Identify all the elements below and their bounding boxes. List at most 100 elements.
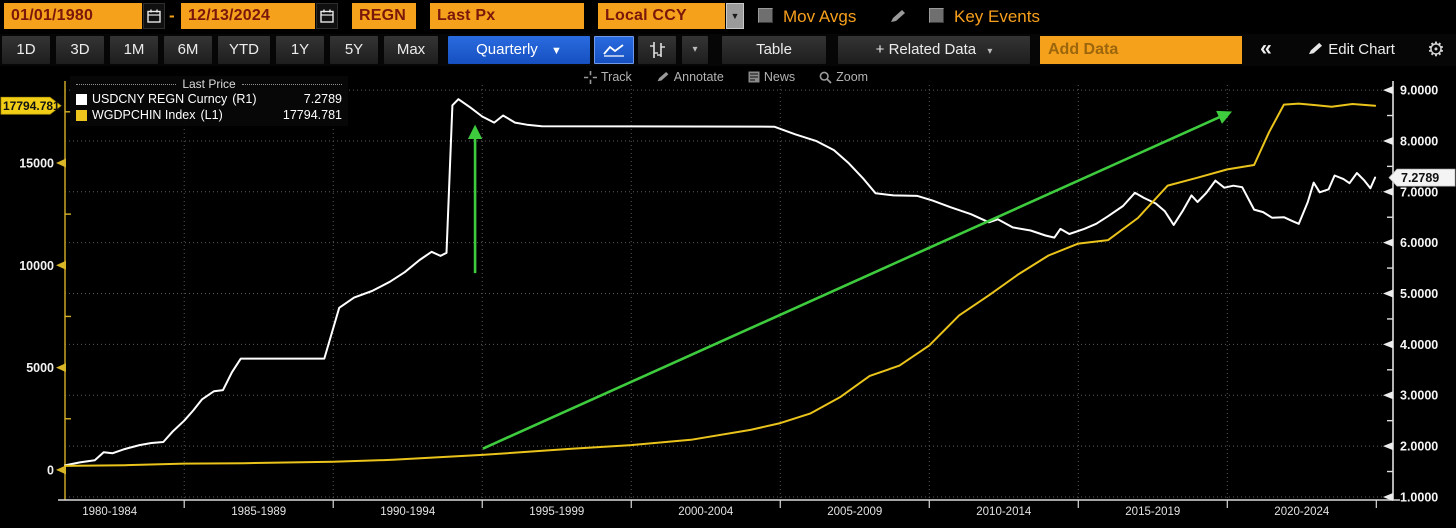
edit-chart-label: Edit Chart bbox=[1328, 41, 1395, 58]
ticker-field[interactable]: REGN bbox=[352, 3, 416, 29]
start-date-field[interactable]: 01/01/1980 bbox=[4, 3, 142, 29]
svg-text:10000: 10000 bbox=[19, 259, 54, 273]
chart-settings-gear-button[interactable]: ⚙ bbox=[1420, 36, 1452, 64]
table-button[interactable]: Table bbox=[722, 36, 826, 64]
bar-chart-type-button[interactable] bbox=[638, 36, 676, 64]
range-button-ytd[interactable]: YTD bbox=[218, 36, 270, 64]
caret-down-icon: ▼ bbox=[550, 45, 562, 57]
svg-text:2005-2009: 2005-2009 bbox=[827, 506, 882, 518]
gear-icon: ⚙ bbox=[1427, 39, 1445, 61]
range-button-3d[interactable]: 3D bbox=[56, 36, 104, 64]
svg-text:2010-2014: 2010-2014 bbox=[976, 506, 1032, 518]
track-button[interactable]: Track bbox=[584, 70, 632, 84]
svg-text:9.0000: 9.0000 bbox=[1400, 84, 1438, 98]
range-button-1y[interactable]: 1Y bbox=[276, 36, 324, 64]
series-axis: (L1) bbox=[200, 108, 223, 122]
yellow-series-swatch bbox=[76, 109, 87, 121]
currency-selector[interactable]: Local CCY bbox=[598, 3, 725, 29]
series-name: USDCNY REGN Curncy bbox=[92, 92, 228, 106]
price-field-selector[interactable]: Last Px bbox=[430, 3, 584, 29]
annotation-arrow[interactable] bbox=[482, 110, 1233, 450]
period-dropdown[interactable]: Quarterly ▼ bbox=[448, 36, 590, 64]
news-button[interactable]: News bbox=[748, 70, 795, 84]
range-button-6m[interactable]: 6M bbox=[164, 36, 212, 64]
annotate-pencil-icon bbox=[657, 71, 669, 82]
series-value: 7.2789 bbox=[303, 92, 342, 106]
calendar-icon bbox=[147, 9, 161, 23]
legend-title: Last Price bbox=[76, 77, 342, 91]
svg-text:7.2789: 7.2789 bbox=[1401, 171, 1439, 185]
related-data-label: + Related Data bbox=[875, 41, 977, 58]
range-button-5y[interactable]: 5Y bbox=[330, 36, 378, 64]
edit-chart-button[interactable]: Edit Chart bbox=[1288, 36, 1414, 64]
left-axis-last-value-tag bbox=[0, 96, 62, 115]
chart-mini-toolbar: Track Annotate News Zoom bbox=[584, 68, 868, 86]
currency-dropdown-button[interactable]: ▼ bbox=[726, 3, 744, 29]
svg-text:8.0000: 8.0000 bbox=[1400, 134, 1438, 148]
related-data-dropdown[interactable]: + Related Data ▾ bbox=[838, 36, 1030, 64]
right-axis-last-value-tag bbox=[1388, 168, 1456, 187]
chart-legend: Last Price USDCNY REGN Curncy (R1) 7.278… bbox=[70, 76, 348, 126]
svg-text:1.0000: 1.0000 bbox=[1400, 490, 1438, 504]
collapse-panel-button[interactable]: « bbox=[1250, 36, 1282, 64]
magnifier-icon bbox=[819, 71, 832, 84]
svg-text:3.0000: 3.0000 bbox=[1400, 389, 1438, 403]
svg-text:7.0000: 7.0000 bbox=[1400, 185, 1438, 199]
svg-text:0: 0 bbox=[47, 463, 54, 477]
range-button-1m[interactable]: 1M bbox=[110, 36, 158, 64]
series-line-wgdpchin bbox=[64, 102, 1377, 467]
mov-avgs-pencil-icon[interactable] bbox=[889, 9, 907, 24]
date-range-separator: - bbox=[169, 6, 175, 25]
caret-small-icon: ▾ bbox=[987, 46, 993, 57]
caret-small-icon: ▾ bbox=[692, 44, 698, 55]
range-button-1d[interactable]: 1D bbox=[2, 36, 50, 64]
svg-text:2.0000: 2.0000 bbox=[1400, 440, 1438, 454]
mov-avgs-checkbox[interactable] bbox=[758, 8, 773, 23]
key-events-checkbox[interactable] bbox=[929, 8, 944, 23]
svg-text:4.0000: 4.0000 bbox=[1400, 338, 1438, 352]
candlestick-icon bbox=[650, 42, 665, 58]
svg-text:2020-2024: 2020-2024 bbox=[1274, 506, 1330, 518]
period-label: Quarterly bbox=[476, 41, 538, 58]
svg-text:2000-2004: 2000-2004 bbox=[678, 506, 734, 518]
legend-row-usdcny[interactable]: USDCNY REGN Curncy (R1) 7.2789 bbox=[76, 91, 342, 107]
annotate-button[interactable]: Annotate bbox=[656, 70, 724, 84]
svg-text:2015-2019: 2015-2019 bbox=[1125, 506, 1180, 518]
range-button-max[interactable]: Max bbox=[384, 36, 438, 64]
legend-row-wgdpchin[interactable]: WGDPCHIN Index (L1) 17794.781 bbox=[76, 107, 342, 123]
line-chart-type-button[interactable] bbox=[594, 36, 634, 64]
chart-type-dropdown[interactable]: ▾ bbox=[682, 36, 708, 64]
add-data-input[interactable] bbox=[1040, 36, 1242, 64]
key-events-label: Key Events bbox=[954, 7, 1040, 26]
zoom-button[interactable]: Zoom bbox=[819, 70, 868, 84]
series-name: WGDPCHIN Index bbox=[92, 108, 196, 122]
track-crosshair-icon bbox=[584, 70, 597, 84]
chevrons-left-icon: « bbox=[1260, 37, 1272, 60]
end-date-field[interactable]: 12/13/2024 bbox=[181, 3, 315, 29]
series-value: 17794.781 bbox=[282, 108, 342, 122]
white-series-swatch bbox=[76, 93, 87, 105]
top-toolbar: 01/01/1980 - 12/13/2024 REGN Last Px Loc… bbox=[0, 0, 1456, 33]
price-chart[interactable]: 0 5000 10000 15000 1.0000 2.0000 3.0000 4.0000 5… bbox=[0, 67, 1456, 528]
svg-text:1980-1984: 1980-1984 bbox=[82, 506, 138, 518]
svg-text:1985-1989: 1985-1989 bbox=[231, 506, 286, 518]
line-chart-icon bbox=[603, 44, 624, 57]
calendar-icon bbox=[320, 9, 334, 23]
range-toolbar: 1D 3D 1M 6M YTD 1Y 5Y Max Quarterly ▼ ▾ … bbox=[0, 34, 1456, 66]
svg-text:5000: 5000 bbox=[26, 361, 54, 375]
svg-text:5.0000: 5.0000 bbox=[1400, 287, 1438, 301]
svg-text:17794.781: 17794.781 bbox=[3, 99, 60, 113]
svg-text:6.0000: 6.0000 bbox=[1400, 236, 1438, 250]
pencil-icon bbox=[1309, 42, 1323, 55]
mov-avgs-label: Mov Avgs bbox=[783, 7, 857, 26]
svg-text:15000: 15000 bbox=[19, 156, 54, 170]
start-date-calendar-button[interactable] bbox=[143, 3, 165, 29]
svg-text:1990-1994: 1990-1994 bbox=[380, 506, 436, 518]
news-icon bbox=[748, 71, 760, 83]
caret-down-icon: ▼ bbox=[730, 11, 740, 21]
end-date-calendar-button[interactable] bbox=[316, 3, 338, 29]
svg-text:1995-1999: 1995-1999 bbox=[529, 506, 584, 518]
series-line-usdcny bbox=[64, 98, 1377, 467]
series-axis: (R1) bbox=[232, 92, 257, 106]
